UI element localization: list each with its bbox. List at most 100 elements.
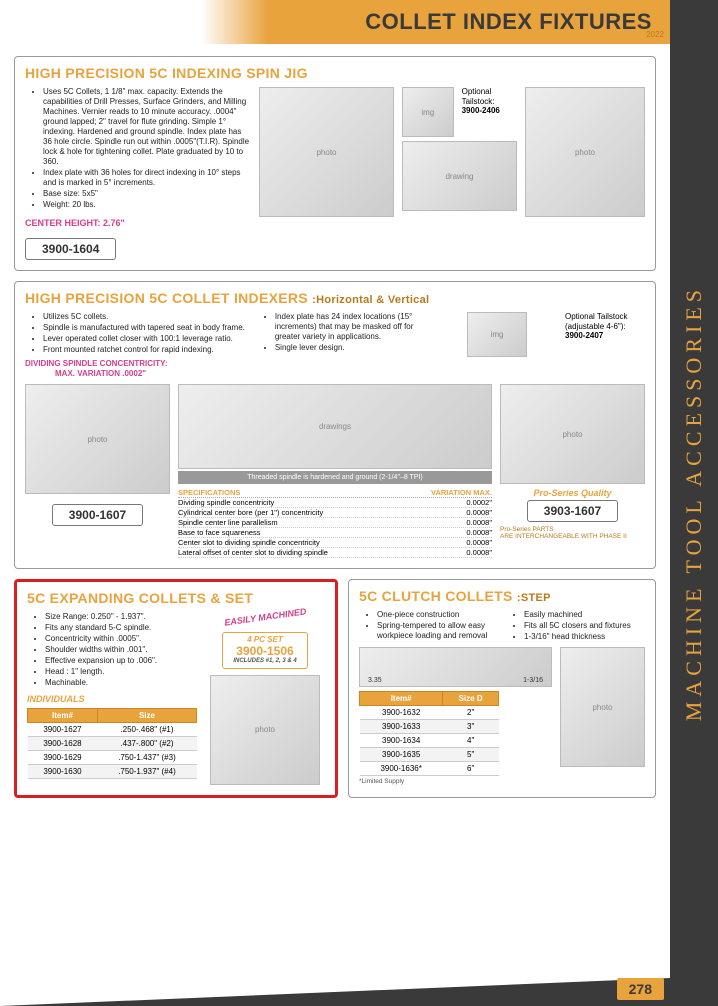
section2-bullets-r: Index plate has 24 index locations (15° …: [257, 312, 429, 353]
section1-bullets: Uses 5C Collets, 1 1/8" max. capacity. E…: [25, 87, 251, 210]
td: 3900-1628: [28, 737, 98, 751]
spec-name: Center slot to dividing spindle concentr…: [178, 538, 320, 547]
dim-r: 1-3/16: [523, 677, 543, 684]
td: 3900-1627: [28, 723, 98, 737]
clutch-table: Item#Size D 3900-16322" 3900-16333" 3900…: [359, 691, 499, 776]
td: 3900-1633: [360, 720, 443, 734]
spec-val: 0.0008": [466, 508, 492, 517]
part-number: 3900-1604: [25, 238, 116, 260]
conc2: MAX. VARIATION .0002": [25, 369, 146, 378]
page-number: 278: [617, 978, 664, 1000]
bullet: 1-3/16" head thickness: [524, 632, 645, 642]
spec-name: Spindle center line parallelism: [178, 518, 278, 527]
indexer-photo-h: photo: [25, 384, 170, 494]
set-part: 3900-1506: [236, 644, 293, 658]
opt-tail-part: 3900-2406: [462, 106, 517, 116]
td: 5": [443, 748, 499, 762]
bullet: Fits any standard 5-C spindle.: [45, 623, 197, 633]
td: 3900-1634: [360, 734, 443, 748]
bullet: Index plate has 24 index locations (15° …: [275, 312, 429, 342]
header-band: COLLET INDEX FIXTURES: [0, 0, 670, 44]
bullet: Lever operated collet closer with 100:1 …: [43, 334, 249, 344]
year-flag: 2022: [646, 30, 664, 39]
subtitle-text: :Horizontal & Vertical: [312, 294, 429, 306]
pro-note-1: Pro-Series PARTS: [500, 526, 554, 533]
spec-val: 0.0008": [466, 528, 492, 537]
bullet: Index plate with 36 holes for direct ind…: [43, 168, 251, 188]
section4-title: 5C CLUTCH COLLETS :STEP: [359, 588, 645, 604]
collet-photo: photo: [525, 87, 645, 217]
td: 3900-1636*: [360, 762, 443, 776]
th: Size: [97, 709, 196, 723]
product-photo: photo: [259, 87, 394, 217]
pro-part-number: 3903-1607: [527, 500, 618, 522]
spec-name: Lateral offset of center slot to dividin…: [178, 548, 328, 557]
conc1: DIVIDING SPINDLE CONCENTRICITY:: [25, 359, 168, 368]
tech-drawing: drawing: [402, 141, 517, 211]
td: .437-.800" (#2): [97, 737, 196, 751]
bullet: Effective expansion up to .006".: [45, 656, 197, 666]
spec-hdr-r: VARIATION MAX.: [431, 488, 492, 497]
td: 3900-1635: [360, 748, 443, 762]
page-title: COLLET INDEX FIXTURES: [365, 9, 652, 35]
bullet: Base size: 5x5": [43, 189, 251, 199]
spec-val: 0.0008": [466, 538, 492, 547]
section2-bullets-l: Utilizes 5C collets. Spindle is manufact…: [25, 312, 249, 355]
center-height: CENTER HEIGHT: 2.76": [25, 218, 251, 228]
td: 3": [443, 720, 499, 734]
td: .250-.468" (#1): [97, 723, 196, 737]
indexer-photo-v: photo: [500, 384, 645, 484]
bullet: Utilizes 5C collets.: [43, 312, 249, 322]
side-tab-text: MACHINE TOOL ACCESSORIES: [681, 285, 707, 721]
section-spin-jig: HIGH PRECISION 5C INDEXING SPIN JIG Uses…: [14, 56, 656, 271]
individuals-table: Item#Size 3900-1627.250-.468" (#1) 3900-…: [27, 708, 197, 779]
opt-tail-label: Optional Tailstock (adjustable 4-6"):: [565, 312, 628, 331]
collet-set-photo: photo: [210, 675, 320, 785]
footer-triangle: [0, 978, 670, 1006]
section2-title: HIGH PRECISION 5C COLLET INDEXERS :Horiz…: [25, 290, 645, 306]
td: 3900-1632: [360, 706, 443, 720]
td: 2": [443, 706, 499, 720]
pro-note-2: ARE INTERCHANGEABLE WITH PHASE II: [500, 533, 627, 540]
th: Item#: [28, 709, 98, 723]
tailstock-photo-2: img: [467, 312, 527, 357]
spec-hdr-l: SPECIFICATIONS: [178, 488, 240, 497]
tailstock-photo: img: [402, 87, 454, 137]
pro-series-label: Pro-Series Quality: [500, 488, 645, 498]
opt-tail-part: 3900-2407: [565, 331, 645, 341]
spec-val: 0.0008": [466, 518, 492, 527]
bullet: Fits all 5C closers and fixtures: [524, 621, 645, 631]
bullet: Spindle is manufactured with tapered sea…: [43, 323, 249, 333]
bullet: Concentricity within .0005".: [45, 634, 197, 644]
side-tab: MACHINE TOOL ACCESSORIES: [670, 0, 718, 1006]
bullet: Single lever design.: [275, 343, 429, 353]
td: 4": [443, 734, 499, 748]
spec-name: Base to face squareness: [178, 528, 261, 537]
th: Size D: [443, 692, 499, 706]
td: .750-1.937" (#4): [97, 765, 196, 779]
bullet: Easily machined: [524, 610, 645, 620]
section1-title: HIGH PRECISION 5C INDEXING SPIN JIG: [25, 65, 645, 81]
td: 3900-1629: [28, 751, 98, 765]
tech-drawing-2: drawings: [178, 384, 492, 469]
bullet: Head : 1" length.: [45, 667, 197, 677]
spec-name: Dividing spindle concentricity: [178, 498, 274, 507]
opt-tail-label: Optional Tailstock:: [462, 87, 495, 106]
td: .750-1.437" (#3): [97, 751, 196, 765]
section-collet-indexers: HIGH PRECISION 5C COLLET INDEXERS :Horiz…: [14, 281, 656, 569]
section4-bullets-l: One-piece construction Spring-tempered t…: [359, 610, 498, 643]
limited-supply: *Limited Supply: [359, 778, 552, 785]
set-partbox: 4 PC SET 3900-1506 INCLUDES #1, 2, 3 & 4: [222, 632, 307, 669]
pro-note: Pro-Series PARTS ARE INTERCHANGEABLE WIT…: [500, 526, 645, 540]
dim-l: 3.35: [368, 677, 382, 684]
bullet: Size Range: 0.250" - 1.937".: [45, 612, 197, 622]
bullet: Front mounted ratchet control for rapid …: [43, 345, 249, 355]
bullet: Shoulder widths within .001".: [45, 645, 197, 655]
spec-val: 0.0002": [466, 498, 492, 507]
optional-tailstock-2: Optional Tailstock (adjustable 4-6"): 39…: [565, 312, 645, 378]
title-text: 5C CLUTCH COLLETS: [359, 588, 513, 604]
bullet: One-piece construction: [377, 610, 498, 620]
clutch-collet-photo: photo: [560, 647, 645, 767]
part-number: 3900-1607: [52, 504, 143, 526]
easily-machined: EASILY MACHINED: [223, 606, 306, 627]
